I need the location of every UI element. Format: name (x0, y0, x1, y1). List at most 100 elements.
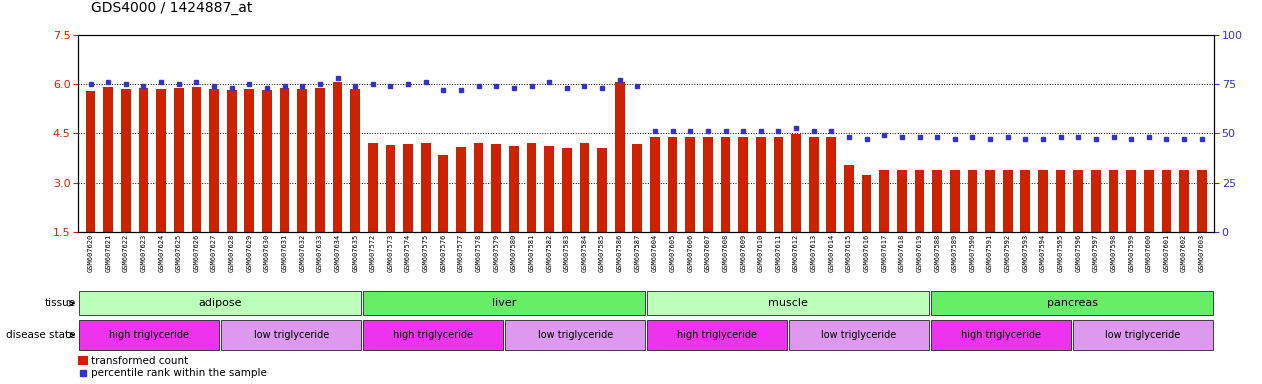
Bar (403, 144, 413, 232)
Text: tissue: tissue (44, 298, 76, 308)
Bar (280, 88, 289, 232)
Bar (880, 170, 890, 232)
Text: GSM607628: GSM607628 (228, 233, 235, 272)
Bar (491, 144, 501, 232)
Text: GSM607587: GSM607587 (635, 233, 640, 272)
Text: disease state: disease state (6, 330, 76, 340)
Text: GSM607585: GSM607585 (599, 233, 604, 272)
Text: GSM607619: GSM607619 (916, 233, 923, 272)
Text: GSM607572: GSM607572 (370, 233, 376, 272)
Bar (615, 82, 625, 232)
Text: high triglyceride: high triglyceride (394, 330, 473, 340)
Bar (192, 87, 201, 232)
Bar (1039, 170, 1047, 232)
Text: GSM607627: GSM607627 (211, 233, 217, 272)
Bar (174, 88, 184, 232)
Text: high triglyceride: high triglyceride (110, 330, 189, 340)
Text: GSM607593: GSM607593 (1022, 233, 1029, 272)
Text: GSM607583: GSM607583 (564, 233, 569, 272)
Text: transformed count: transformed count (92, 356, 189, 366)
Text: GSM607615: GSM607615 (846, 233, 852, 272)
Bar (262, 90, 271, 232)
Bar (103, 87, 114, 232)
Bar (1108, 170, 1118, 232)
Bar (1056, 170, 1065, 232)
Text: GSM607633: GSM607633 (317, 233, 323, 272)
Bar (78, 356, 88, 366)
Bar (420, 143, 430, 232)
Bar (1074, 170, 1083, 232)
Bar (827, 137, 837, 232)
Bar (505, 320, 645, 350)
Bar (209, 89, 218, 232)
Bar (386, 145, 395, 232)
Bar (933, 170, 941, 232)
Bar (579, 143, 589, 232)
Bar (473, 143, 483, 232)
Bar (1161, 170, 1171, 232)
Bar (756, 137, 766, 232)
Bar (738, 137, 748, 232)
Text: GSM607575: GSM607575 (423, 233, 429, 272)
Bar (968, 170, 977, 232)
Bar (668, 137, 678, 232)
Text: GSM607599: GSM607599 (1128, 233, 1135, 272)
Text: GSM607613: GSM607613 (810, 233, 817, 272)
Text: low triglyceride: low triglyceride (538, 330, 613, 340)
Bar (1179, 170, 1189, 232)
Text: GSM607634: GSM607634 (334, 233, 341, 272)
Text: GSM607582: GSM607582 (546, 233, 553, 272)
Bar (509, 146, 519, 232)
Text: GSM607576: GSM607576 (440, 233, 447, 272)
Bar (1092, 170, 1100, 232)
Bar (791, 134, 801, 232)
Text: GSM607588: GSM607588 (934, 233, 940, 272)
Text: GSM607581: GSM607581 (529, 233, 535, 272)
Text: GSM607623: GSM607623 (140, 233, 146, 272)
Bar (685, 137, 695, 232)
Text: GSM607590: GSM607590 (969, 233, 976, 272)
Bar (1073, 320, 1213, 350)
Bar (139, 88, 149, 232)
Bar (897, 170, 906, 232)
Text: GSM607625: GSM607625 (175, 233, 182, 272)
Text: GSM607611: GSM607611 (775, 233, 781, 272)
Bar (456, 147, 466, 232)
Text: GSM607612: GSM607612 (793, 233, 799, 272)
Text: GSM607594: GSM607594 (1040, 233, 1046, 272)
Bar (438, 155, 448, 232)
Bar (245, 89, 254, 232)
Bar (721, 137, 731, 232)
Text: low triglyceride: low triglyceride (254, 330, 329, 340)
Bar (1126, 170, 1136, 232)
Text: GSM607629: GSM607629 (246, 233, 252, 272)
Text: GSM607573: GSM607573 (387, 233, 394, 272)
Bar (986, 170, 994, 232)
Text: GSM607577: GSM607577 (458, 233, 464, 272)
Text: GSM607578: GSM607578 (476, 233, 482, 272)
Text: GSM607608: GSM607608 (723, 233, 728, 272)
Text: GSM607617: GSM607617 (881, 233, 887, 272)
Text: GSM607598: GSM607598 (1111, 233, 1117, 272)
Text: GSM607605: GSM607605 (670, 233, 675, 272)
Text: GSM607597: GSM607597 (1093, 233, 1099, 272)
Text: GSM607630: GSM607630 (264, 233, 270, 272)
Text: GSM607584: GSM607584 (582, 233, 587, 272)
Bar (809, 137, 819, 232)
Bar (80, 320, 220, 350)
Bar (789, 320, 929, 350)
Bar (363, 320, 504, 350)
Text: pancreas: pancreas (1046, 298, 1098, 308)
Bar (844, 165, 854, 232)
Text: GSM607601: GSM607601 (1164, 233, 1170, 272)
Bar (862, 175, 872, 232)
Text: GSM607607: GSM607607 (705, 233, 711, 272)
Bar (544, 146, 554, 232)
Bar (526, 143, 536, 232)
Text: GSM607618: GSM607618 (899, 233, 905, 272)
Text: GSM607620: GSM607620 (87, 233, 93, 272)
Bar (369, 143, 377, 232)
Text: GSM607580: GSM607580 (511, 233, 517, 272)
Text: GDS4000 / 1424887_at: GDS4000 / 1424887_at (91, 2, 252, 15)
Text: low triglyceride: low triglyceride (822, 330, 897, 340)
